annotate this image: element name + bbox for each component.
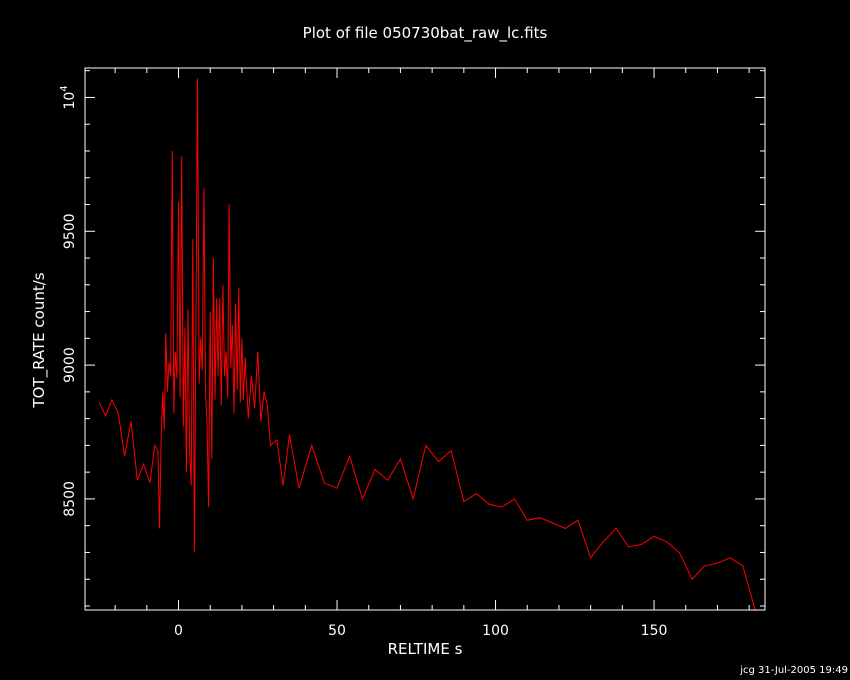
y-tick-exponent: 4 <box>59 85 70 91</box>
footer-timestamp: jcg 31-Jul-2005 19:49 <box>739 665 848 676</box>
plot-frame <box>84 67 766 611</box>
y-tick-label: 8500 <box>62 481 78 517</box>
x-tick-label: 100 <box>482 623 509 639</box>
y-tick-label: 9000 <box>62 347 78 383</box>
x-axis-label: RELTIME s <box>388 640 463 658</box>
y-tick-label: 9500 <box>62 213 78 249</box>
x-tick-label: 0 <box>174 623 183 639</box>
y-tick-label: 104 <box>59 85 78 109</box>
chart-title: Plot of file 050730bat_raw_lc.fits <box>303 24 548 43</box>
x-tick-label: 150 <box>641 623 668 639</box>
rate-series-line <box>98 78 756 612</box>
x-tick-label: 50 <box>328 623 346 639</box>
y-axis-label: TOT_RATE count/s <box>30 272 49 408</box>
